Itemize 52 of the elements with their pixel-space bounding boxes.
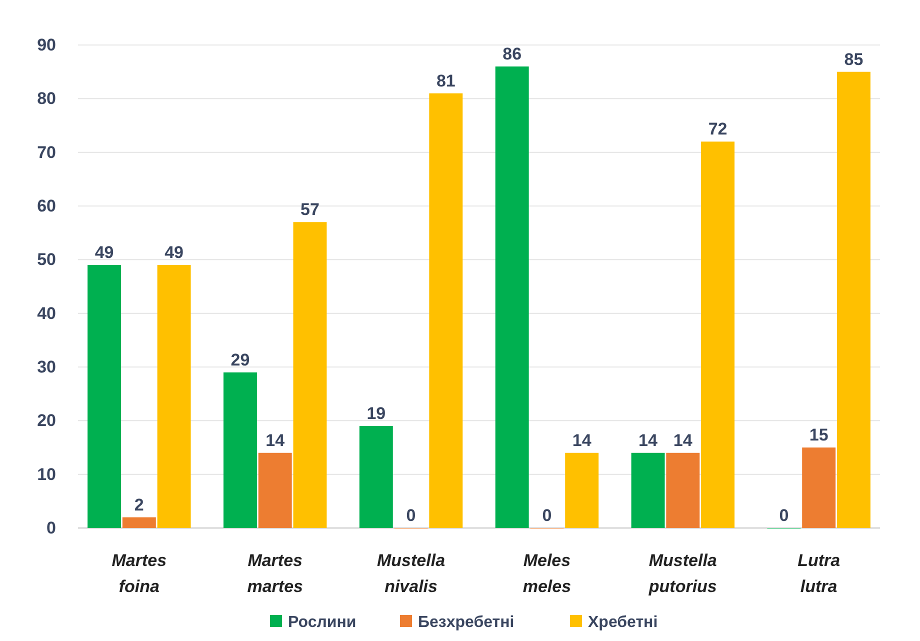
- data-label: 0: [406, 506, 416, 525]
- y-tick-label: 30: [37, 357, 56, 376]
- data-label: 29: [230, 350, 250, 370]
- data-label: 2: [134, 495, 144, 514]
- y-tick-label: 60: [37, 196, 56, 216]
- bar: [88, 265, 122, 528]
- bar: [429, 93, 463, 528]
- data-label: 49: [164, 243, 184, 262]
- legend-label: Хребетні: [588, 614, 658, 631]
- data-label: 57: [300, 200, 320, 220]
- y-tick-label: 50: [37, 250, 56, 270]
- x-tick-label: Lutra lutra: [798, 551, 840, 596]
- y-tick-label: 40: [37, 304, 56, 323]
- y-tick-label: 90: [37, 35, 56, 54]
- data-label: 49: [94, 243, 114, 262]
- legend-label: Рослини: [288, 614, 356, 631]
- y-tick-label: 0: [46, 518, 56, 538]
- y-tick-label: 70: [37, 142, 56, 162]
- data-label: 85: [844, 50, 864, 69]
- y-tick-label: 20: [37, 411, 56, 430]
- x-tick-label: Mustella nivalis: [377, 551, 446, 596]
- data-label: 0: [779, 506, 789, 525]
- data-label: 14: [673, 430, 693, 450]
- bar: [802, 448, 836, 528]
- y-tick-label: 80: [37, 89, 56, 108]
- data-label: 14: [266, 430, 286, 450]
- bar: [223, 372, 257, 528]
- data-label: 19: [366, 404, 386, 424]
- bar: [701, 142, 735, 528]
- legend-label: Безхребетні: [418, 614, 514, 631]
- data-label: 14: [572, 430, 592, 450]
- y-tick-label: 10: [37, 464, 56, 484]
- bar: [359, 426, 393, 528]
- data-label: 86: [502, 44, 522, 64]
- bar: [631, 452, 665, 528]
- x-tick-label: Meles meles: [522, 551, 572, 596]
- bar: [157, 265, 191, 528]
- data-label: 81: [436, 71, 456, 90]
- bar: [122, 517, 156, 528]
- bar: [495, 66, 529, 528]
- data-label: 0: [542, 506, 552, 525]
- x-tick-label: Martes martes: [247, 551, 303, 596]
- bar: [293, 222, 327, 528]
- bar: [666, 452, 700, 528]
- x-tick-label: Mustella putorius: [648, 551, 717, 596]
- data-label: 15: [809, 426, 828, 444]
- bar: [258, 452, 292, 528]
- bar: [565, 452, 599, 528]
- data-label: 14: [638, 430, 658, 450]
- data-label: 72: [708, 120, 728, 139]
- x-tick-label: Martes foina: [112, 551, 167, 596]
- bar: [836, 72, 870, 528]
